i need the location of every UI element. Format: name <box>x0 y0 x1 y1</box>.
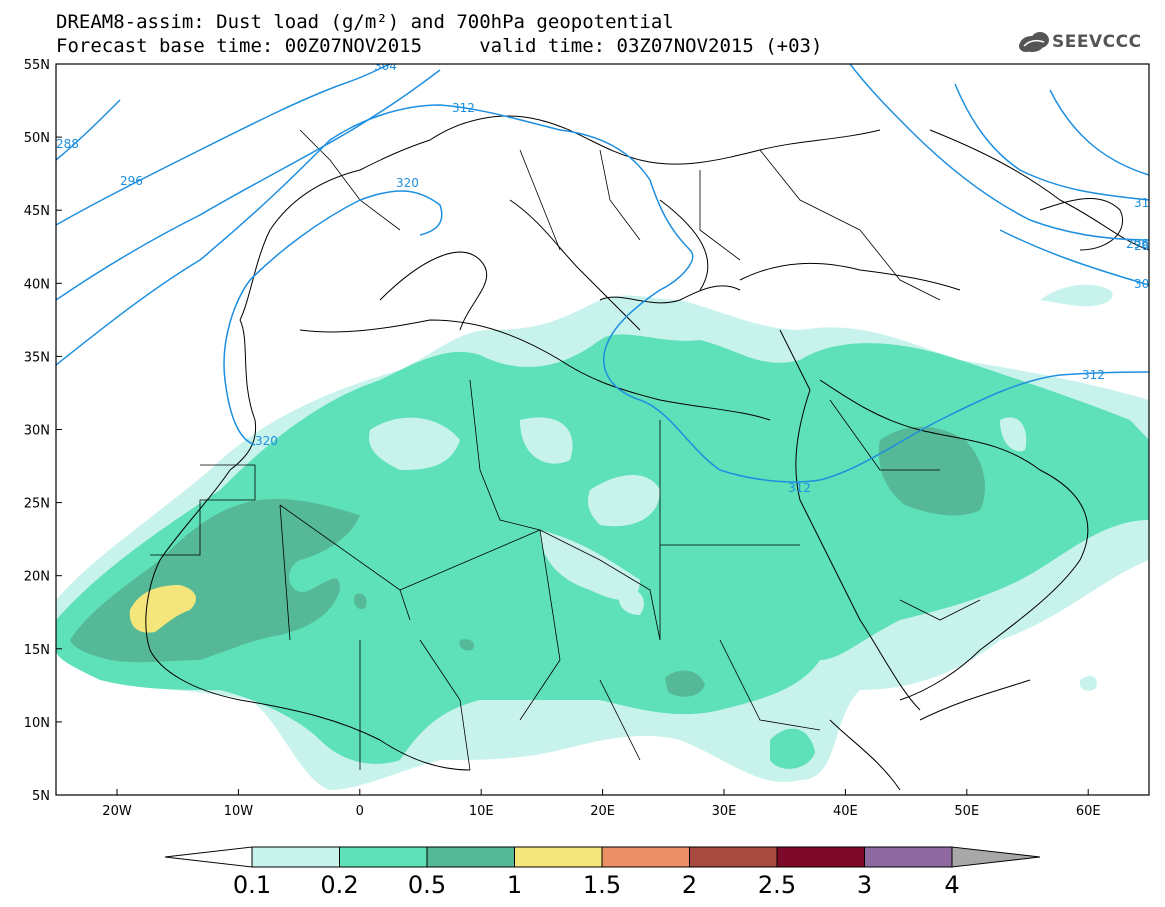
dust-band-0-2 <box>56 334 1149 769</box>
colorbar-label: 2.5 <box>757 871 797 899</box>
coastlines <box>145 115 1149 791</box>
contour-label: 296 <box>120 174 143 188</box>
lat-label: 5N <box>32 789 50 804</box>
colorbar-segment <box>601 846 690 868</box>
colorbar-label: 0.1 <box>232 871 272 899</box>
colorbar-left-triangle <box>164 846 253 868</box>
colorbar-segment <box>339 846 428 868</box>
colorbar-segment <box>251 846 340 868</box>
lon-label: 50E <box>954 804 979 819</box>
contour-label: 296 <box>1126 237 1149 251</box>
contour-label: 320 <box>255 434 278 448</box>
colorbar-segment <box>426 846 515 868</box>
map-title: DREAM8-assim: Dust load (g/m²) and 700hP… <box>56 11 674 33</box>
lon-label: 0 <box>356 804 364 819</box>
contour-label: 304 <box>1134 277 1157 291</box>
lat-label: 50N <box>24 131 50 146</box>
contour-label: 312 <box>1134 196 1157 210</box>
lat-label: 20N <box>24 570 50 585</box>
contour-label: 312 <box>1082 368 1105 382</box>
colorbar-segment <box>689 846 778 868</box>
lat-label: 45N <box>24 204 50 219</box>
contour-label: 312 <box>788 481 811 495</box>
colorbar-label: 1.5 <box>582 871 622 899</box>
colorbar-right-triangle <box>951 846 1041 868</box>
lat-label: 55N <box>24 58 50 73</box>
contour-label: 312 <box>452 101 475 115</box>
cloud-icon <box>1019 32 1049 52</box>
lat-label: 15N <box>24 643 50 658</box>
lon-label: 10W <box>224 804 254 819</box>
dust-holes <box>369 417 1027 615</box>
borders <box>150 129 981 771</box>
geopotential-contours <box>56 64 1149 483</box>
contour-labels: 288 296 304 312 320 312 312 312 320 288 … <box>56 59 1157 495</box>
logo-text: SEEVCCC <box>1052 32 1142 52</box>
colorbar-segment <box>864 846 953 868</box>
dust-band-1 <box>129 585 196 633</box>
lat-label: 25N <box>24 497 50 512</box>
colorbar-segment <box>514 846 603 868</box>
colorbar-label: 0.5 <box>407 871 447 899</box>
contour-label: 320 <box>396 176 419 190</box>
colorbar <box>164 846 1041 868</box>
contour-label: 288 <box>56 137 79 151</box>
lat-label: 10N <box>24 716 50 731</box>
contour-label: 288 <box>1134 239 1157 253</box>
lon-label: 60E <box>1076 804 1101 819</box>
latitude-axis: 55N 50N 45N 40N 35N 30N 25N 20N 15N 10N 5N <box>24 58 62 804</box>
contour-label: 304 <box>374 59 397 73</box>
lat-label: 40N <box>24 277 50 292</box>
lat-label: 35N <box>24 350 50 365</box>
colorbar-label: 2 <box>681 871 698 899</box>
colorbar-segment <box>776 846 865 868</box>
lon-label: 40E <box>833 804 858 819</box>
seevccc-logo <box>1019 32 1049 52</box>
colorbar-label: 3 <box>856 871 873 899</box>
longitude-axis: 20W 10W 0 10E 20E 30E 40E 50E 60E <box>102 789 1101 819</box>
lon-label: 10E <box>469 804 494 819</box>
lat-label: 30N <box>24 424 50 439</box>
lon-label: 20E <box>590 804 615 819</box>
colorbar-label: 1 <box>506 871 523 899</box>
forecast-time-line: Forecast base time: 00Z07NOV2015 valid t… <box>56 35 823 57</box>
colorbar-label: 0.2 <box>320 871 359 899</box>
lon-label: 20W <box>102 804 132 819</box>
lon-label: 30E <box>712 804 737 819</box>
colorbar-label: 4 <box>944 871 960 899</box>
